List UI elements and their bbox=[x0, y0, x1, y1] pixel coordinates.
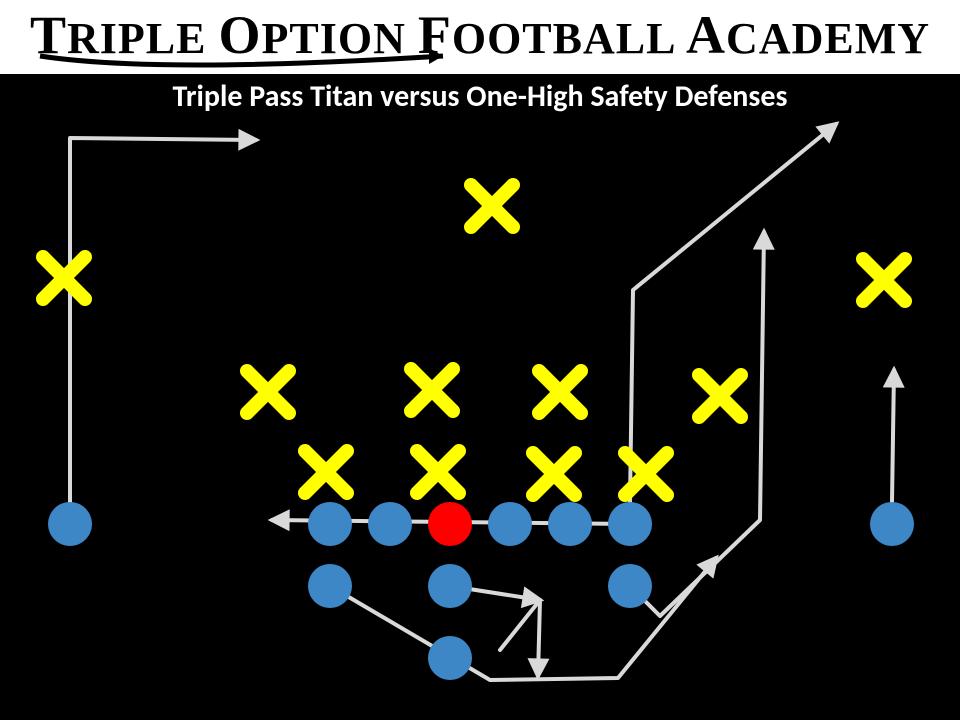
defender-lb-mid-r bbox=[539, 371, 581, 413]
defender-dl-2 bbox=[417, 451, 459, 493]
defender-safety-high bbox=[471, 185, 513, 227]
offense-rt bbox=[548, 502, 592, 546]
offense-b bbox=[428, 636, 472, 680]
offense-a-l bbox=[308, 564, 352, 608]
route-te-seam-post bbox=[630, 124, 836, 502]
route-a-right-wheel bbox=[630, 232, 764, 616]
offense-lt bbox=[308, 502, 352, 546]
logo-bar: TRIPLE OPTION FOOTBALL ACADEMY bbox=[0, 0, 960, 70]
offense-rg bbox=[488, 502, 532, 546]
logo-ootball: OOTBALL bbox=[452, 14, 674, 63]
defender-corner-right bbox=[863, 259, 905, 301]
offense-wr-l bbox=[48, 502, 92, 546]
route-wr-right-vert bbox=[892, 370, 894, 502]
defender-dl-1 bbox=[305, 451, 347, 493]
offense-lg bbox=[368, 502, 412, 546]
offense-c bbox=[428, 502, 472, 546]
logo-A: A bbox=[686, 5, 726, 65]
play-title: Triple Pass Titan versus One-High Safety… bbox=[0, 74, 960, 120]
offense-wr-r bbox=[870, 502, 914, 546]
route-qb-drop-back bbox=[500, 600, 540, 650]
logo-cademy: CADEMY bbox=[726, 14, 930, 63]
defender-dl-3 bbox=[533, 453, 575, 495]
defender-lb-mid-l bbox=[411, 369, 453, 411]
offense-a-r bbox=[608, 564, 652, 608]
offense-qb bbox=[428, 564, 472, 608]
logo-underline-arrow bbox=[38, 48, 458, 74]
defender-lb-left bbox=[247, 371, 289, 413]
offense-te bbox=[608, 502, 652, 546]
field bbox=[0, 120, 960, 720]
play-diagram bbox=[0, 120, 960, 720]
defender-corner-left bbox=[43, 257, 85, 299]
route-wr-left-flag bbox=[70, 138, 256, 502]
defender-lb-right bbox=[699, 375, 741, 417]
route-qb-drop-down bbox=[538, 600, 540, 676]
